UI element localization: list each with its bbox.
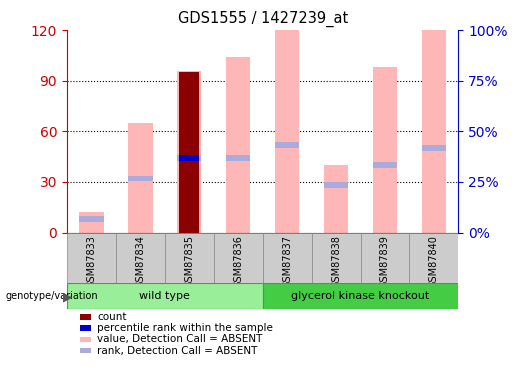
Text: GSM87833: GSM87833 (87, 235, 96, 288)
Bar (373, 67, 397, 232)
Bar (128, 123, 152, 232)
Text: ▶: ▶ (63, 291, 73, 303)
Text: percentile rank within the sample: percentile rank within the sample (97, 323, 273, 333)
Text: GSM87836: GSM87836 (233, 235, 243, 288)
Text: wild type: wild type (140, 291, 190, 301)
Text: rank, Detection Call = ABSENT: rank, Detection Call = ABSENT (97, 346, 258, 355)
Bar (422, 30, 446, 232)
Bar (226, 57, 250, 232)
Bar (165, 232, 214, 283)
Bar (67, 283, 263, 309)
Text: GSM87838: GSM87838 (331, 235, 341, 288)
Text: glycerol kinase knockout: glycerol kinase knockout (291, 291, 430, 301)
Bar (128, 176, 152, 181)
Bar (275, 30, 299, 232)
Bar (180, 155, 199, 161)
Text: genotype/variation: genotype/variation (5, 291, 98, 301)
Bar (116, 232, 165, 283)
Title: GDS1555 / 1427239_at: GDS1555 / 1427239_at (178, 11, 348, 27)
Bar (67, 232, 116, 283)
Bar (422, 145, 446, 151)
Bar (324, 165, 348, 232)
Bar (263, 283, 458, 309)
Bar (263, 232, 312, 283)
Text: value, Detection Call = ABSENT: value, Detection Call = ABSENT (97, 334, 263, 344)
Bar (214, 232, 263, 283)
Bar (79, 216, 104, 222)
Bar (177, 70, 201, 232)
Bar (177, 155, 201, 161)
Text: count: count (97, 312, 127, 322)
Text: GSM87837: GSM87837 (282, 235, 292, 288)
Bar (360, 232, 409, 283)
Bar (226, 155, 250, 161)
Text: GSM87839: GSM87839 (380, 235, 390, 288)
Bar (180, 72, 199, 232)
Bar (312, 232, 360, 283)
Bar (275, 142, 299, 148)
Bar (409, 232, 458, 283)
Bar (79, 212, 104, 232)
Bar (324, 182, 348, 188)
Text: GSM87834: GSM87834 (135, 235, 145, 288)
Text: GSM87835: GSM87835 (184, 235, 194, 288)
Bar (373, 162, 397, 168)
Text: GSM87840: GSM87840 (429, 235, 439, 288)
